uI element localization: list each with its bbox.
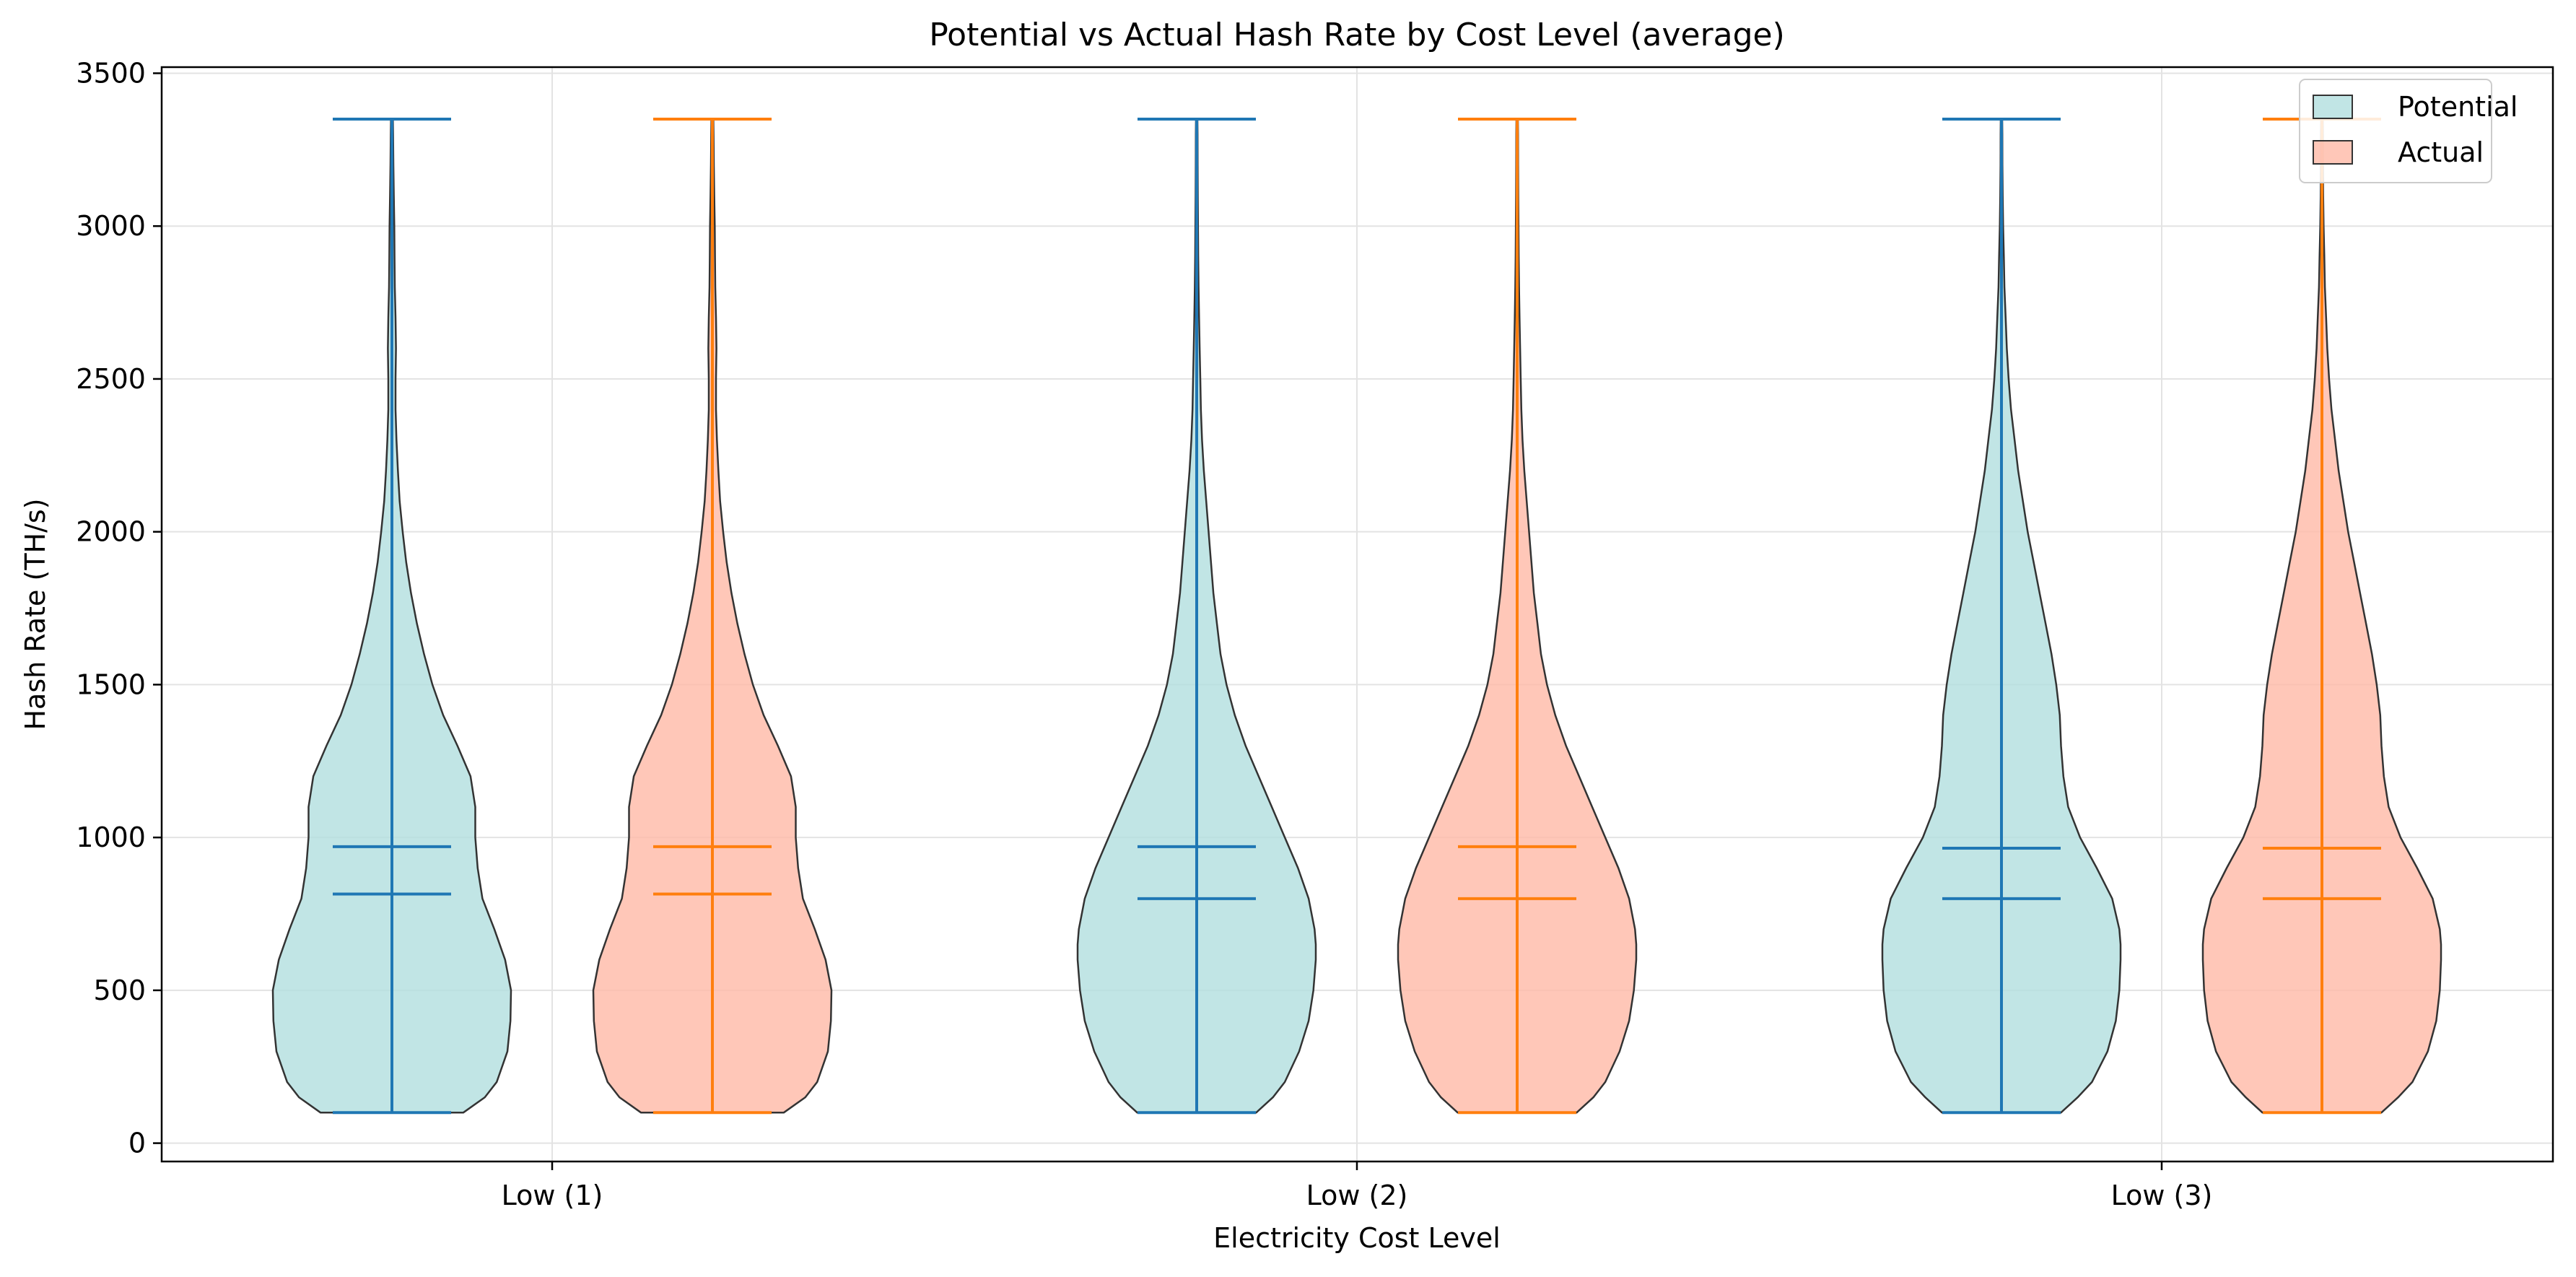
y-tick-label-5: 2500 xyxy=(76,363,146,395)
legend-label-actual: Actual xyxy=(2398,136,2484,168)
violin-actual-2 xyxy=(1397,117,1638,1115)
y-tick-label-2: 1000 xyxy=(76,821,146,853)
violin-potential-1 xyxy=(271,117,512,1115)
violin-actual-1 xyxy=(592,117,833,1115)
y-tick-label-3: 1500 xyxy=(76,668,146,700)
legend-label-potential: Potential xyxy=(2398,91,2518,123)
x-tick-label-2: Low (3) xyxy=(2111,1180,2213,1211)
violins xyxy=(271,117,2442,1115)
legend-swatch-actual xyxy=(2313,140,2353,165)
y-tick-label-6: 3000 xyxy=(76,210,146,242)
axis-ticks: 0 500 1000 1500 2000 2500 3000 3500 Low (1) Low (… xyxy=(76,57,2212,1211)
y-axis-label: Hash Rate (TH/s) xyxy=(19,498,51,730)
x-tick-label-0: Low (1) xyxy=(502,1180,603,1211)
legend: Potential Actual xyxy=(2299,79,2518,183)
y-tick-label-4: 2000 xyxy=(76,516,146,548)
y-tick-label-1: 500 xyxy=(93,975,146,1006)
y-tick-label-7: 3500 xyxy=(76,57,146,89)
violin-potential-2 xyxy=(1076,117,1317,1115)
x-axis-label: Electricity Cost Level xyxy=(1213,1222,1501,1254)
grid xyxy=(162,67,2553,1161)
x-tick-label-1: Low (2) xyxy=(1306,1180,1408,1211)
chart-title: Potential vs Actual Hash Rate by Cost Le… xyxy=(929,17,1785,53)
violin-potential-3 xyxy=(1881,117,2122,1115)
legend-swatch-potential xyxy=(2313,95,2353,119)
y-tick-label-0: 0 xyxy=(128,1128,146,1159)
